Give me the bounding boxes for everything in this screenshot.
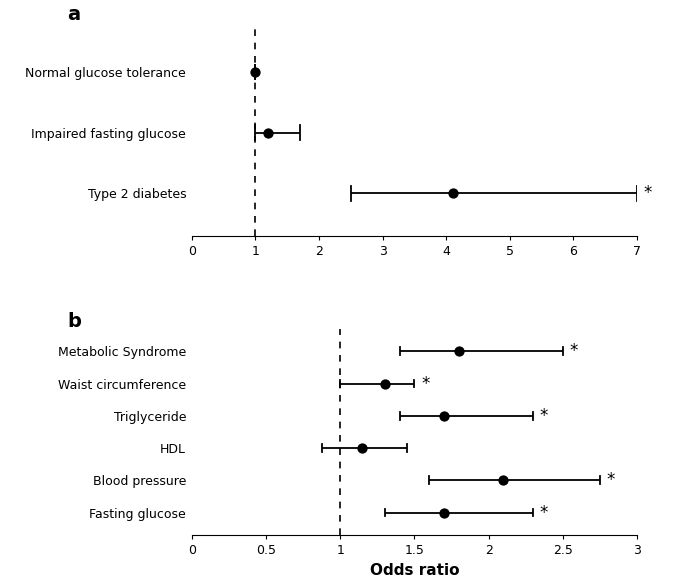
Point <box>262 128 273 138</box>
Text: *: * <box>421 375 429 393</box>
Point <box>498 476 509 485</box>
Point <box>250 67 261 76</box>
X-axis label: Odds ratio: Odds ratio <box>370 563 459 577</box>
Text: *: * <box>607 471 615 489</box>
Point <box>447 189 458 198</box>
Point <box>357 443 368 453</box>
Text: *: * <box>540 503 548 522</box>
Text: *: * <box>569 342 578 360</box>
Point <box>438 508 449 517</box>
Text: *: * <box>540 407 548 425</box>
Text: a: a <box>67 5 80 24</box>
Text: b: b <box>67 312 81 331</box>
Point <box>379 379 390 388</box>
Text: *: * <box>644 184 652 202</box>
Point <box>438 411 449 420</box>
Point <box>453 346 464 356</box>
